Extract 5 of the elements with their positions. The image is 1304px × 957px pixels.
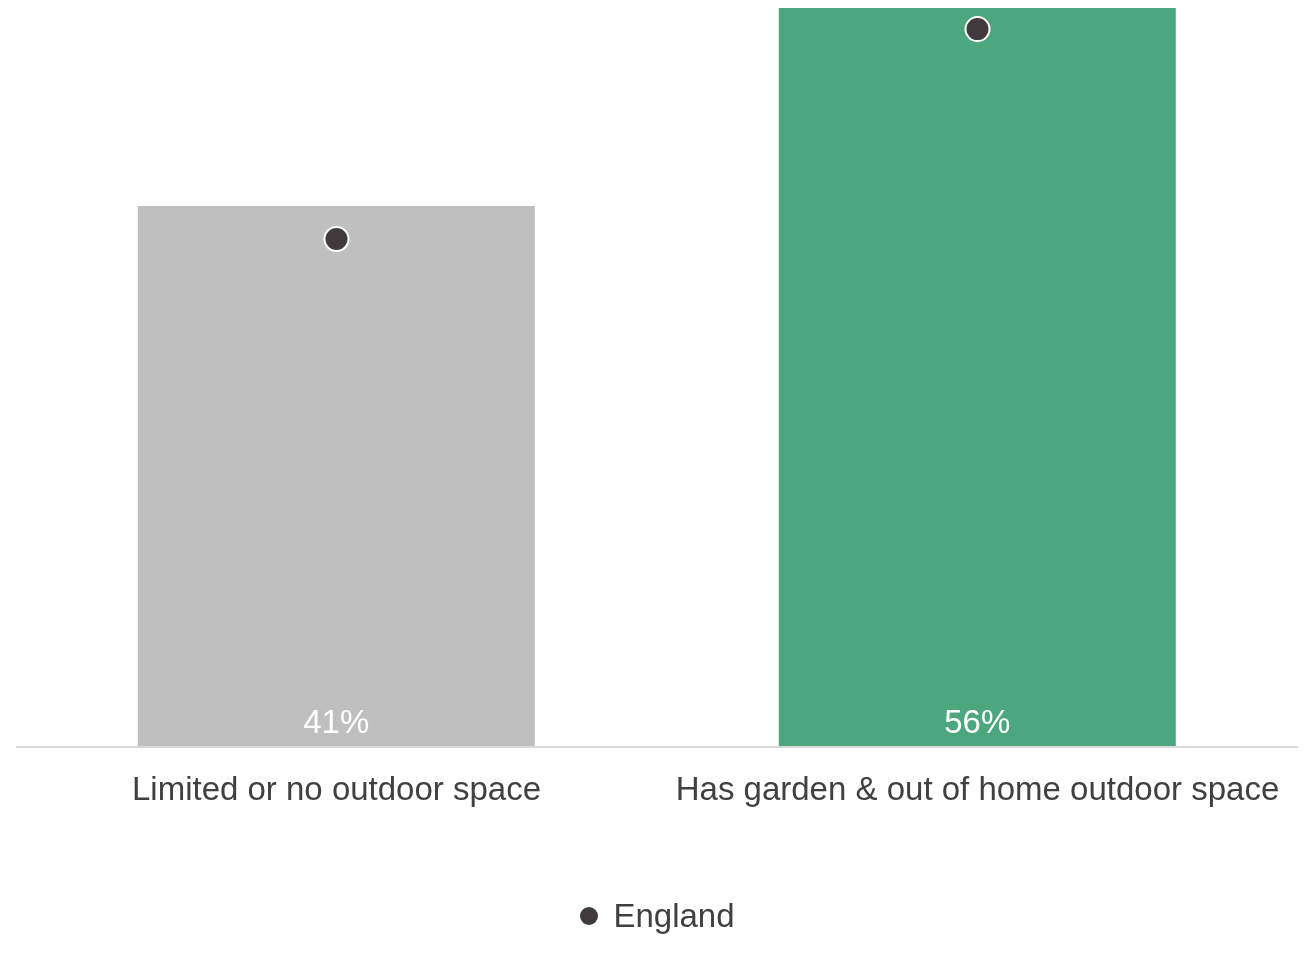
data-label: 56% [944,703,1011,740]
x-tick-label: Has garden & out of home outdoor space [675,770,1280,808]
x-tick-label: Limited or no outdoor space [131,770,542,808]
data-label: 41% [303,703,370,740]
legend-label: England [613,897,735,935]
